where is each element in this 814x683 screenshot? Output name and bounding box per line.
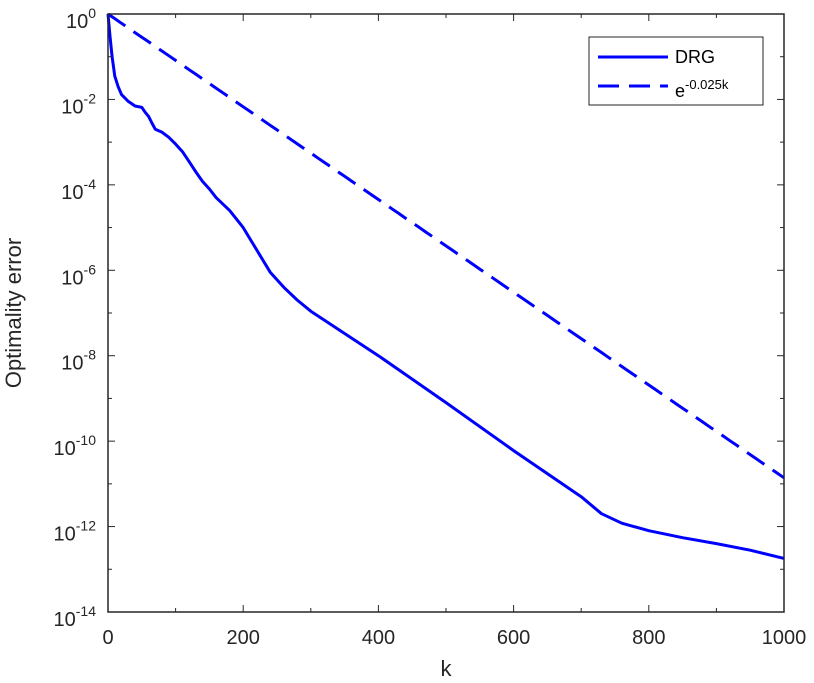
y-tick-label: 10-6 — [61, 261, 96, 289]
y-tick-label-exponent: -4 — [84, 176, 97, 192]
legend-label-exp-base: e — [675, 81, 685, 101]
y-tick-label-base: 10 — [66, 11, 88, 33]
x-tick-label: 1000 — [762, 627, 807, 649]
y-tick-label-base: 10 — [61, 96, 83, 118]
y-tick-label: 10-2 — [61, 90, 96, 118]
x-axis-label: k — [441, 656, 453, 681]
legend-box — [588, 36, 764, 106]
x-tick-label: 200 — [227, 627, 260, 649]
y-tick-label-base: 10 — [54, 524, 76, 546]
legend-label-exp-superscript: -0.025k — [685, 77, 729, 92]
y-tick-label-exponent: -14 — [76, 603, 96, 619]
y-tick-label-exponent: -10 — [76, 432, 96, 448]
x-tick-label: 800 — [632, 627, 665, 649]
y-tick-label: 10-8 — [61, 347, 96, 375]
y-tick-label: 10-12 — [54, 518, 97, 546]
y-tick-label-base: 10 — [61, 267, 83, 289]
y-tick-label-base: 10 — [54, 438, 76, 460]
series-line-exp-reference — [107, 12, 785, 480]
y-tick-label: 100 — [66, 5, 96, 33]
legend-label-exp: e-0.025k — [675, 77, 729, 101]
y-tick-label: 10-10 — [54, 432, 97, 460]
legend: DRG e-0.025k — [588, 36, 764, 106]
y-axis-label: Optimality error — [1, 238, 26, 388]
y-tick-label: 10-4 — [61, 176, 96, 204]
y-tick-label-exponent: -2 — [84, 90, 97, 106]
series-line-drg — [106, 13, 785, 560]
legend-label-drg: DRG — [675, 47, 715, 67]
y-tick-label-exponent: 0 — [88, 5, 96, 21]
y-tick-label: 10-14 — [54, 603, 97, 631]
plot-background — [108, 14, 784, 612]
x-tick-label: 400 — [362, 627, 395, 649]
y-tick-label-exponent: -12 — [76, 518, 96, 534]
y-tick-label-base: 10 — [61, 353, 83, 375]
y-tick-label-exponent: -8 — [84, 347, 97, 363]
x-tick-label: 0 — [102, 627, 113, 649]
y-tick-label-base: 10 — [61, 182, 83, 204]
y-tick-label-exponent: -6 — [84, 261, 97, 277]
x-tick-label: 600 — [497, 627, 530, 649]
tick-labels-layer: 0 200 400 600 800 100010010-210-410-610-810-1… — [54, 5, 807, 649]
plot-frame — [107, 13, 785, 613]
series-layer — [106, 12, 785, 560]
y-tick-label-base: 10 — [54, 609, 76, 631]
